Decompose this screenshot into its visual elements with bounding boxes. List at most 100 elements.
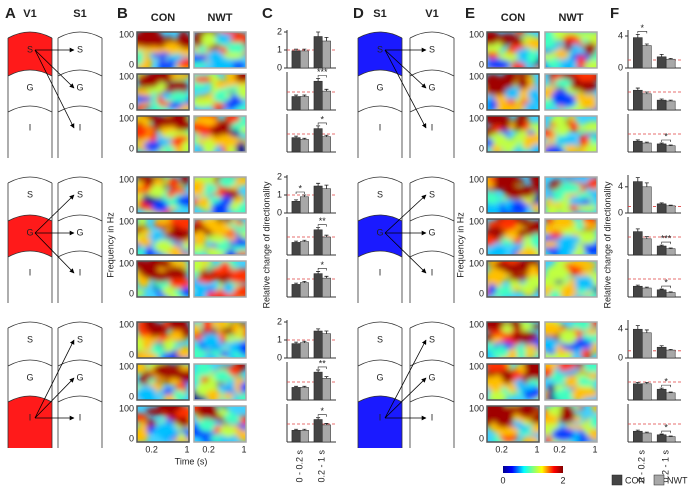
heatmap-blob <box>142 335 153 352</box>
arrow <box>34 49 75 129</box>
y-tick-label: 0 <box>129 288 134 298</box>
heatmap-blob <box>487 322 506 331</box>
bar <box>656 56 667 69</box>
y-axis-label: Relative change of directionality <box>261 181 271 309</box>
error-bar <box>324 275 329 279</box>
heatmap-blob <box>197 196 209 208</box>
bar <box>642 238 652 256</box>
heatmap-blob <box>591 406 597 414</box>
heatmap-blob <box>240 126 246 134</box>
layer-label: S <box>77 189 83 199</box>
heatmap-texture <box>545 116 597 152</box>
layer-border <box>7 359 53 367</box>
y-tick-label: 0 <box>479 391 484 401</box>
significance-bracket <box>317 122 327 125</box>
heatmap-texture <box>194 74 246 110</box>
heatmap <box>545 261 597 297</box>
heatmap-blob <box>545 240 558 248</box>
error-bar <box>324 134 329 137</box>
error-bar <box>659 288 664 290</box>
error-bar <box>644 381 649 384</box>
heatmap-texture <box>487 261 539 297</box>
layer-label: S <box>377 334 383 344</box>
bar <box>642 432 652 443</box>
heatmap <box>194 261 246 297</box>
heatmap-blob <box>551 116 567 125</box>
error-bar <box>644 141 649 143</box>
heatmap-blob <box>163 42 180 54</box>
heatmap-blob <box>574 378 597 386</box>
error-bar <box>302 428 307 431</box>
heatmap-blob <box>137 236 152 246</box>
heatmap-frame <box>544 73 598 111</box>
heatmap-blob <box>143 322 156 331</box>
significance-stars: * <box>321 260 325 270</box>
arrow <box>34 194 75 234</box>
heatmap-blob <box>181 177 189 186</box>
layer-label: S <box>27 189 33 199</box>
bar <box>313 229 323 256</box>
heatmap-blob <box>194 54 202 63</box>
heatmap-blob <box>169 278 189 289</box>
arrow <box>34 49 75 89</box>
heatmap-blob <box>232 322 241 336</box>
bar <box>656 289 667 298</box>
heatmap-frame <box>136 218 190 256</box>
heatmap-blob <box>235 285 246 297</box>
heatmap-frame <box>193 363 247 401</box>
heatmap-frame <box>486 260 540 298</box>
error-bar <box>316 182 321 186</box>
y-tick-label: 2 <box>277 26 282 36</box>
error-bar <box>668 348 673 351</box>
heatmap-blob <box>584 60 597 68</box>
significance-bracket <box>317 75 327 78</box>
heatmap-blob <box>583 244 597 255</box>
heatmap-blob <box>517 186 535 198</box>
heatmap-blob <box>143 141 162 152</box>
bar <box>299 196 309 214</box>
heatmap <box>487 364 539 400</box>
heatmap-blob <box>545 367 553 378</box>
layer-label: I <box>431 412 434 422</box>
heatmap-blob <box>545 219 554 225</box>
y-tick-label: 100 <box>469 258 484 268</box>
layer-label: G <box>428 372 435 382</box>
bar <box>313 80 323 111</box>
heatmap <box>487 74 539 110</box>
bar <box>633 430 643 443</box>
heatmap-blob <box>501 324 514 334</box>
y-tick-label: 4 <box>618 30 623 40</box>
heatmap-blob <box>137 87 145 95</box>
heatmap-blob <box>165 59 176 68</box>
heatmap-blob <box>510 199 527 213</box>
bar <box>633 37 643 69</box>
heatmap-blob <box>236 393 246 400</box>
significance-bracket <box>661 430 671 434</box>
heatmap <box>137 406 189 442</box>
y-tick-label: 0 <box>129 433 134 443</box>
bar <box>665 58 676 69</box>
layer-label: G <box>376 82 383 92</box>
heatmap <box>137 261 189 297</box>
bar <box>299 282 309 298</box>
heatmap-blob <box>222 392 235 400</box>
heatmap-frame <box>136 115 190 153</box>
error-bar <box>316 125 321 129</box>
layer-border <box>357 321 403 329</box>
column-header: S1 <box>73 8 86 20</box>
heatmap-blob <box>137 125 148 139</box>
bar <box>642 186 652 214</box>
heatmap-frame <box>486 176 540 214</box>
error-bar <box>294 341 299 344</box>
heatmap-blob <box>552 219 574 230</box>
heatmap-blob <box>215 79 229 89</box>
arrow <box>34 377 75 419</box>
heatmap-blob <box>235 251 246 255</box>
heatmap-texture <box>487 32 539 68</box>
heatmap-blob <box>558 364 567 373</box>
heatmap-blob <box>558 235 581 243</box>
heatmap-blob <box>519 282 537 293</box>
error-bar <box>668 391 673 393</box>
heatmap-blob <box>176 195 189 207</box>
significance-bracket <box>317 414 327 417</box>
